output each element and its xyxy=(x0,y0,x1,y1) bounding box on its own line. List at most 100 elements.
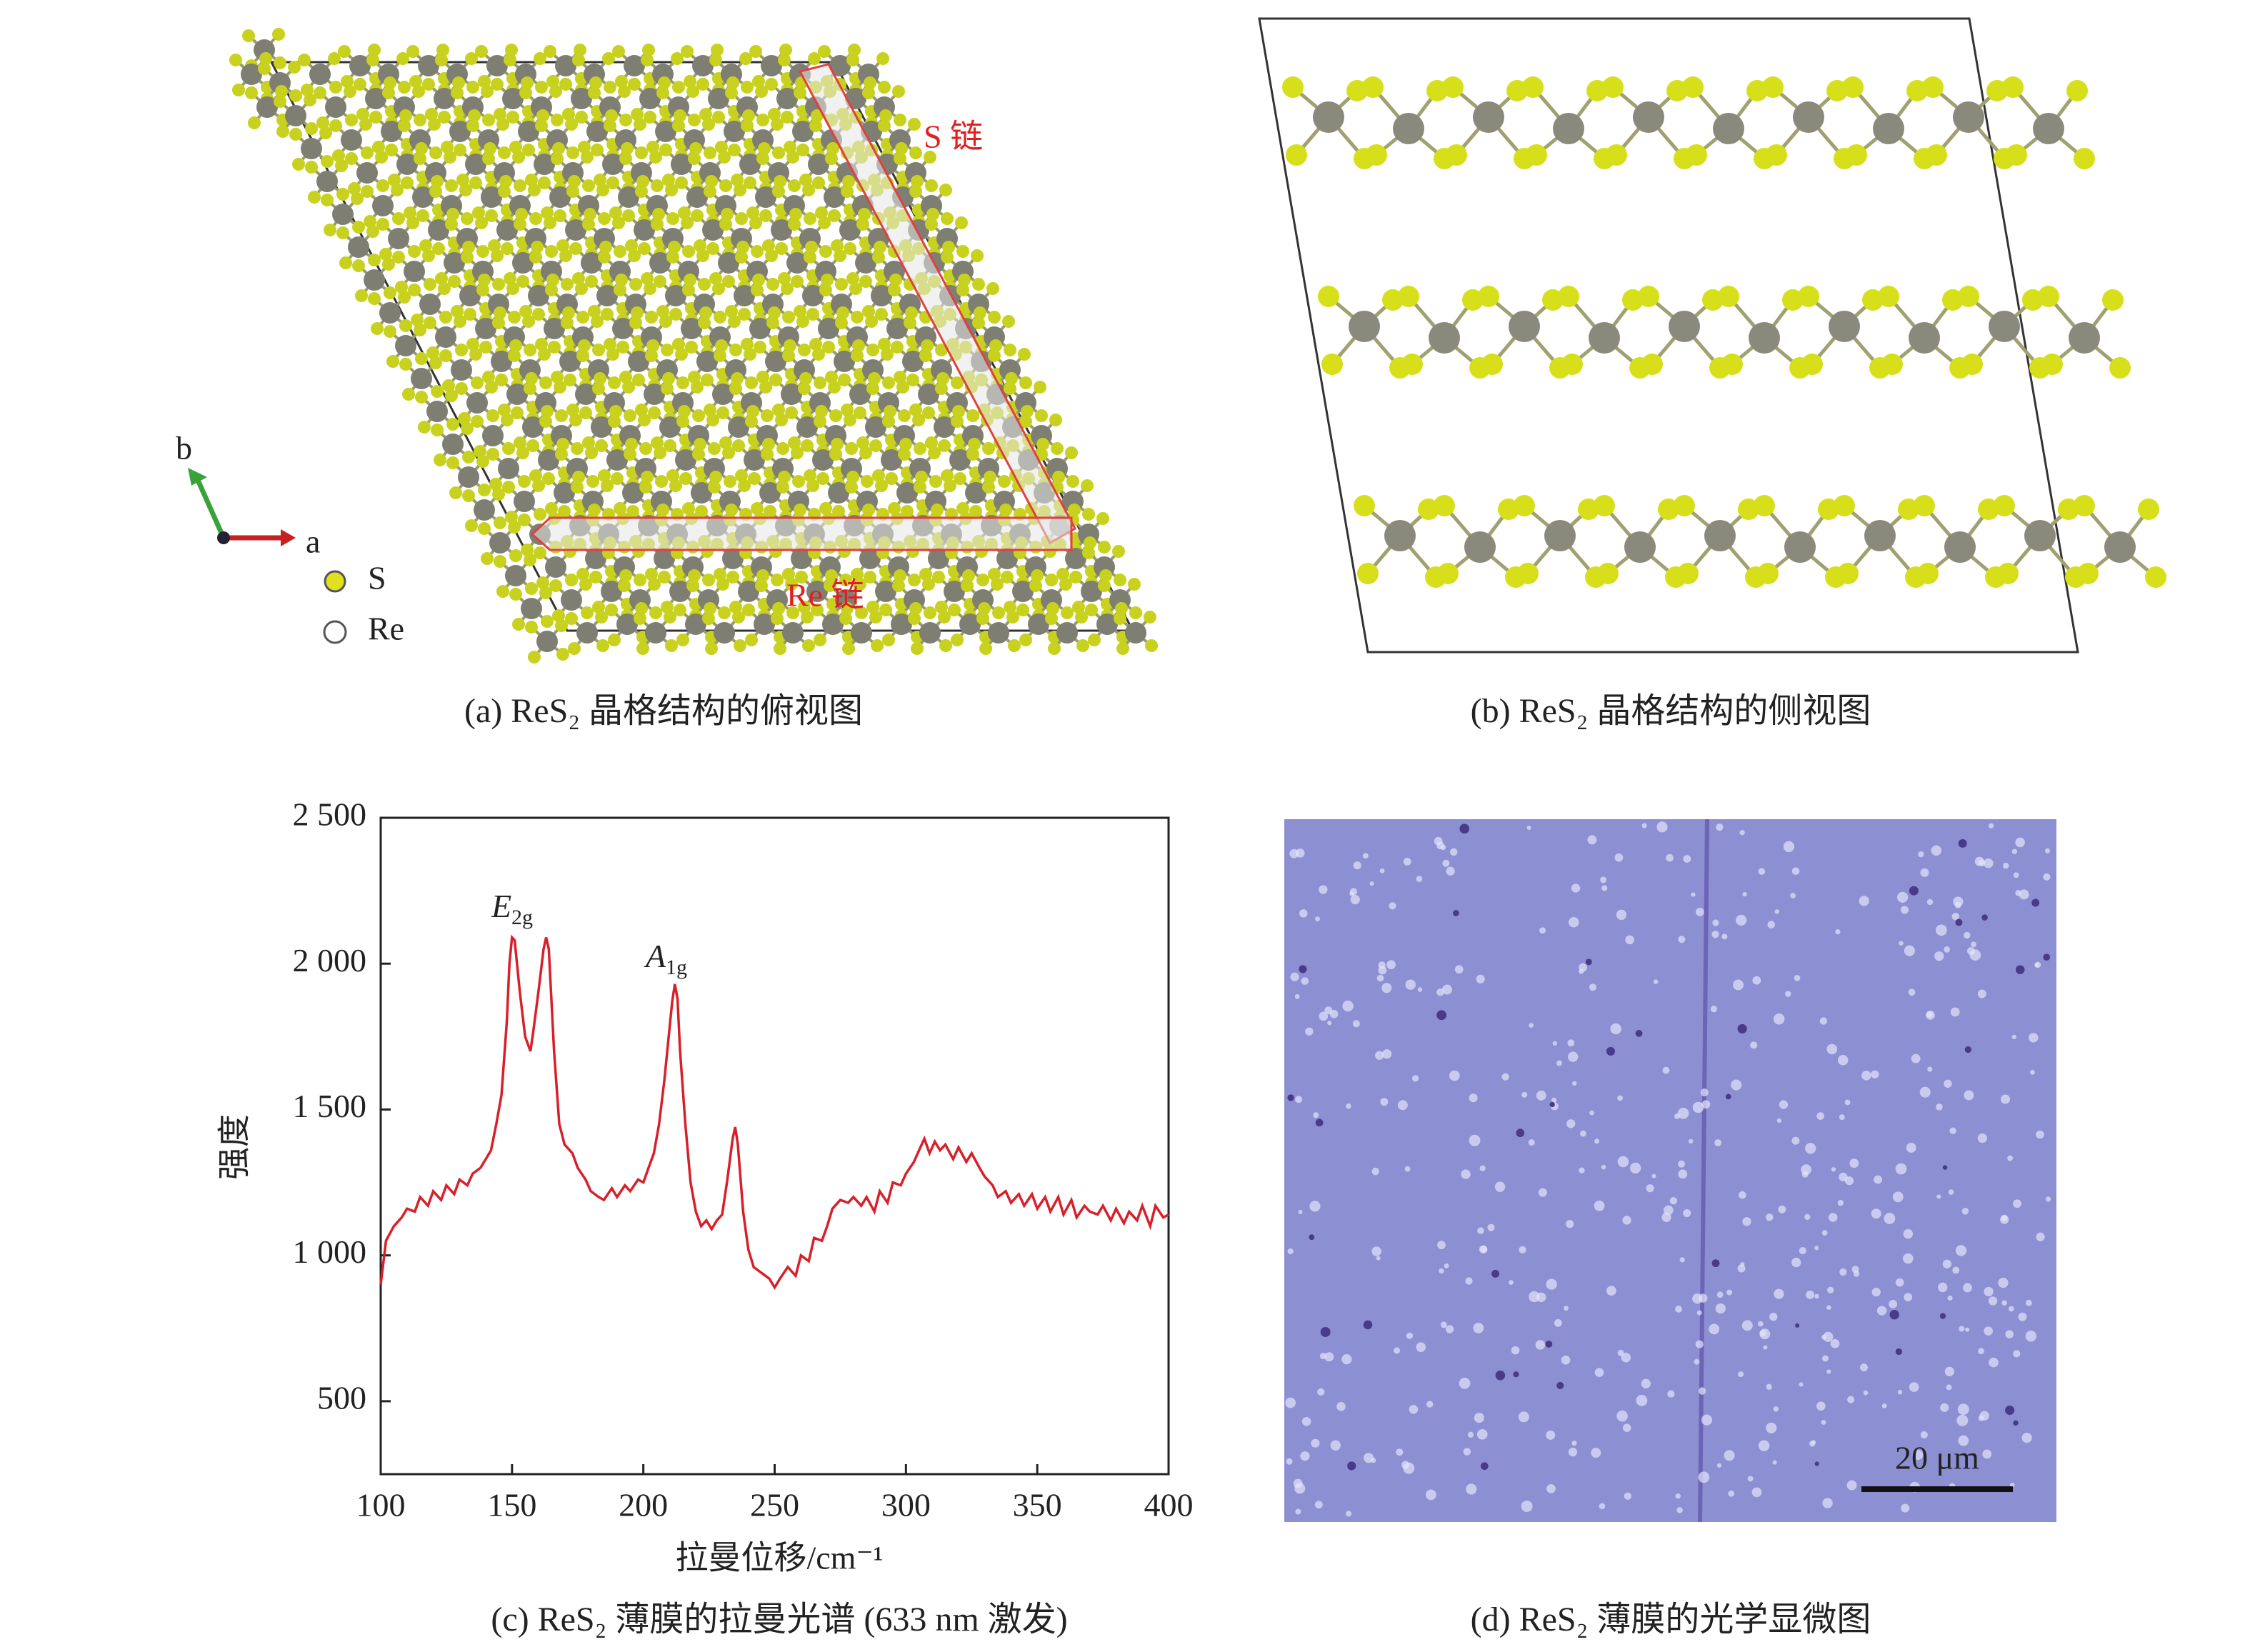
s-atom xyxy=(846,471,859,484)
s-atom xyxy=(796,315,809,328)
speckle xyxy=(1714,1139,1722,1146)
s-atom xyxy=(704,404,716,416)
s-atom xyxy=(781,282,794,295)
s-atom xyxy=(429,356,442,369)
s-atom xyxy=(506,282,519,295)
speckle xyxy=(1616,909,1627,920)
speckle xyxy=(1616,1410,1628,1422)
speckle xyxy=(1459,824,1470,834)
re-atom xyxy=(669,581,691,602)
s-atom xyxy=(722,446,735,459)
s-atom xyxy=(619,152,632,165)
s-atom xyxy=(716,406,729,419)
re-atom xyxy=(671,154,692,175)
s-atom xyxy=(1674,495,1695,516)
s-atom xyxy=(559,78,572,91)
speckle xyxy=(1319,1011,1329,1021)
s-atom xyxy=(578,339,591,352)
speckle xyxy=(2043,873,2051,881)
re-atom xyxy=(1429,322,1460,354)
s-atom xyxy=(794,504,806,516)
s-atom xyxy=(961,579,974,592)
s-atom xyxy=(664,611,676,624)
speckle xyxy=(1319,1352,1327,1360)
s-atom xyxy=(712,111,725,124)
s-atom xyxy=(472,206,485,219)
speckle xyxy=(1692,1101,1704,1113)
s-atom xyxy=(541,615,554,628)
speckle xyxy=(1849,1158,1859,1168)
s-atom xyxy=(408,245,421,258)
speckle xyxy=(1814,1461,1819,1466)
speckle xyxy=(1989,1357,1999,1368)
s-atom xyxy=(289,128,302,141)
s-atom xyxy=(494,108,506,121)
speckle xyxy=(1920,1431,1928,1439)
speckle xyxy=(1970,941,1977,948)
speckle xyxy=(1956,1414,1969,1426)
speckle xyxy=(1309,1234,1315,1241)
speckle xyxy=(1463,1448,1471,1456)
s-atom xyxy=(841,602,854,615)
s-atom xyxy=(435,54,448,66)
speckle xyxy=(1759,1328,1771,1340)
s-atom xyxy=(774,175,786,188)
re-atom xyxy=(1065,548,1086,569)
s-atom xyxy=(524,554,536,566)
speckle xyxy=(2011,848,2017,854)
s-atom xyxy=(459,184,472,196)
speckle xyxy=(1774,909,1780,914)
s-atom xyxy=(415,352,428,365)
s-atom xyxy=(589,76,602,89)
re-atom xyxy=(1873,113,1904,144)
re-atom xyxy=(596,285,618,306)
speckle xyxy=(1964,1090,1974,1101)
re-atom xyxy=(1713,113,1744,144)
s-atom xyxy=(714,311,726,324)
s-atom xyxy=(649,151,662,164)
s-atom xyxy=(1056,568,1069,581)
re-atom xyxy=(372,195,394,216)
y-tick-label: 1 500 xyxy=(293,1088,367,1124)
s-atom xyxy=(915,471,928,484)
s-atom xyxy=(504,54,516,66)
speckle xyxy=(2008,1306,2014,1312)
s-atom xyxy=(1069,571,1082,584)
speckle xyxy=(1716,1463,1722,1468)
re-atom xyxy=(1909,322,1940,354)
s-atom xyxy=(625,239,638,252)
s-atom xyxy=(1051,442,1064,455)
speckle xyxy=(1651,1173,1656,1178)
s-atom xyxy=(2038,286,2059,307)
s-atom xyxy=(866,344,879,356)
s-atom xyxy=(958,274,971,286)
s-atom xyxy=(736,241,749,254)
re-atom xyxy=(1544,520,1576,551)
re-atom xyxy=(466,392,488,414)
s-atom xyxy=(1096,512,1109,525)
s-atom xyxy=(734,639,746,652)
s-atom xyxy=(651,436,664,449)
re-atom xyxy=(458,466,479,488)
s-atom xyxy=(812,348,825,361)
s-atom xyxy=(562,306,575,319)
speckle xyxy=(1536,1090,1546,1101)
speckle xyxy=(1389,902,1396,910)
s-atom xyxy=(604,81,616,94)
s-atom xyxy=(778,471,791,484)
s-atom xyxy=(598,469,611,482)
s-atom xyxy=(689,142,702,155)
s-atom xyxy=(729,601,742,614)
s-atom xyxy=(1084,536,1096,549)
s-atom xyxy=(824,579,836,592)
s-atom xyxy=(925,436,938,449)
speckle xyxy=(1742,1217,1751,1226)
speckle xyxy=(1610,1023,1621,1035)
s-atom xyxy=(509,141,522,154)
s-atom xyxy=(502,442,515,455)
s-atom xyxy=(988,568,1001,581)
s-atom xyxy=(1016,604,1029,616)
s-atom xyxy=(836,306,849,319)
s-atom xyxy=(2006,144,2027,166)
s-atom xyxy=(375,151,388,164)
